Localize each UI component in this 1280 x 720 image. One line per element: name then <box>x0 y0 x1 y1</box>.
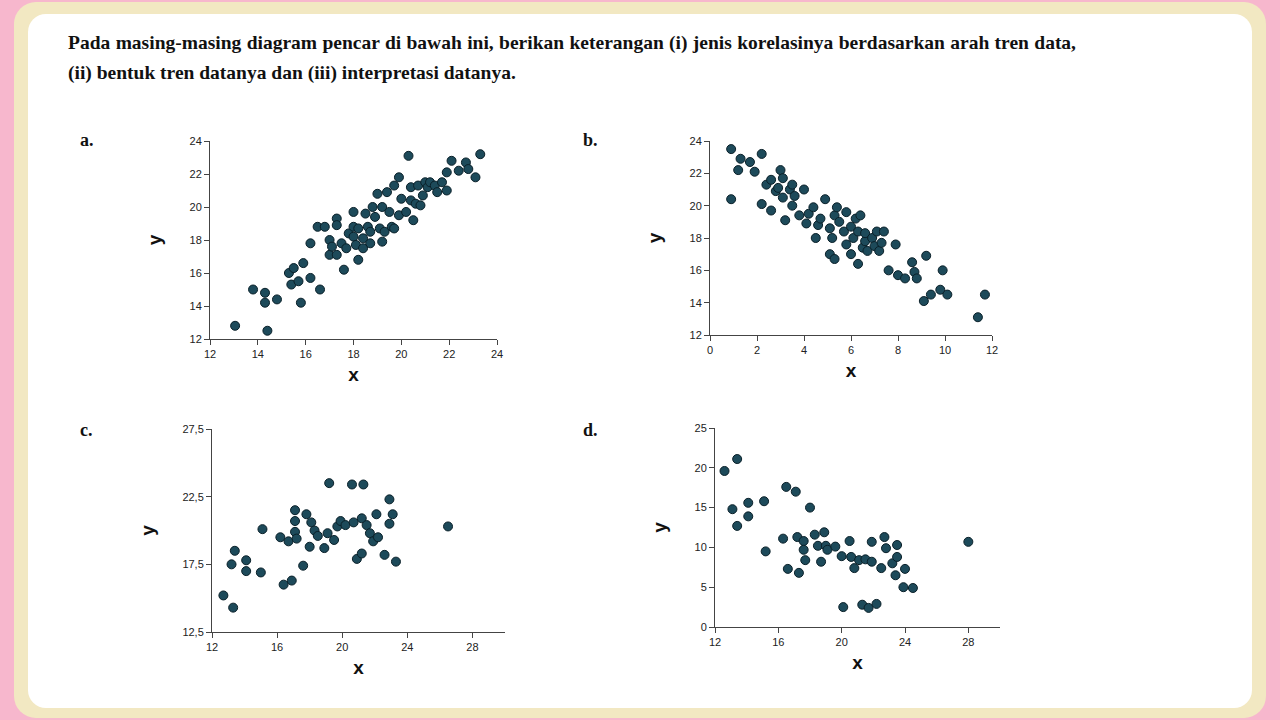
svg-text:10: 10 <box>939 344 951 356</box>
svg-text:y: y <box>144 234 165 245</box>
svg-text:0: 0 <box>701 621 707 633</box>
svg-text:4: 4 <box>801 344 807 356</box>
svg-text:12: 12 <box>709 636 721 648</box>
svg-text:24: 24 <box>491 348 503 360</box>
svg-text:12: 12 <box>204 348 216 360</box>
svg-text:17,5: 17,5 <box>182 558 203 570</box>
svg-text:12: 12 <box>690 329 702 341</box>
svg-text:x: x <box>348 364 359 385</box>
svg-text:24: 24 <box>190 135 202 147</box>
svg-text:18: 18 <box>690 232 702 244</box>
svg-text:24: 24 <box>401 641 413 653</box>
svg-text:28: 28 <box>466 641 478 653</box>
svg-text:14: 14 <box>190 300 202 312</box>
svg-text:20: 20 <box>336 641 348 653</box>
svg-text:6: 6 <box>848 344 854 356</box>
svg-text:12: 12 <box>190 333 202 345</box>
svg-text:y: y <box>644 232 665 243</box>
html-text:c.: c. <box>80 420 93 440</box>
svg-text:16: 16 <box>190 267 202 279</box>
svg-text:0: 0 <box>707 344 713 356</box>
svg-text:28: 28 <box>962 636 974 648</box>
svg-text:24: 24 <box>690 135 702 147</box>
svg-text:10: 10 <box>695 541 707 553</box>
svg-text:18: 18 <box>190 234 202 246</box>
svg-text:22: 22 <box>443 348 455 360</box>
svg-text:20: 20 <box>695 462 707 474</box>
svg-text:24: 24 <box>899 636 911 648</box>
html-text:a.: a. <box>80 130 94 150</box>
svg-text:25: 25 <box>695 422 707 434</box>
svg-text:x: x <box>353 657 364 678</box>
svg-text:20: 20 <box>395 348 407 360</box>
html-text:b.: b. <box>583 130 598 150</box>
svg-text:20: 20 <box>836 636 848 648</box>
svg-text:15: 15 <box>695 501 707 513</box>
svg-text:18: 18 <box>347 348 359 360</box>
svg-text:16: 16 <box>300 348 312 360</box>
svg-text:14: 14 <box>690 297 702 309</box>
svg-text:16: 16 <box>271 641 283 653</box>
svg-text:y: y <box>137 525 158 536</box>
svg-text:27,5: 27,5 <box>182 423 203 435</box>
svg-text:5: 5 <box>701 581 707 593</box>
svg-text:8: 8 <box>895 344 901 356</box>
svg-text:16: 16 <box>772 636 784 648</box>
svg-text:22: 22 <box>190 168 202 180</box>
html-text:d.: d. <box>583 420 598 440</box>
html-text:Pada masing-masing diagram pen: Pada masing-masing diagram pencar di baw… <box>68 32 1076 83</box>
svg-text:20: 20 <box>190 201 202 213</box>
svg-text:x: x <box>852 652 863 673</box>
svg-text:2: 2 <box>754 344 760 356</box>
svg-text:y: y <box>649 522 670 533</box>
svg-text:12: 12 <box>206 641 218 653</box>
svg-text:14: 14 <box>252 348 264 360</box>
svg-text:x: x <box>846 360 857 381</box>
svg-text:22,5: 22,5 <box>182 491 203 503</box>
svg-text:16: 16 <box>690 264 702 276</box>
svg-text:12: 12 <box>986 344 998 356</box>
svg-text:20: 20 <box>690 200 702 212</box>
svg-text:22: 22 <box>690 167 702 179</box>
svg-text:12,5: 12,5 <box>182 626 203 638</box>
